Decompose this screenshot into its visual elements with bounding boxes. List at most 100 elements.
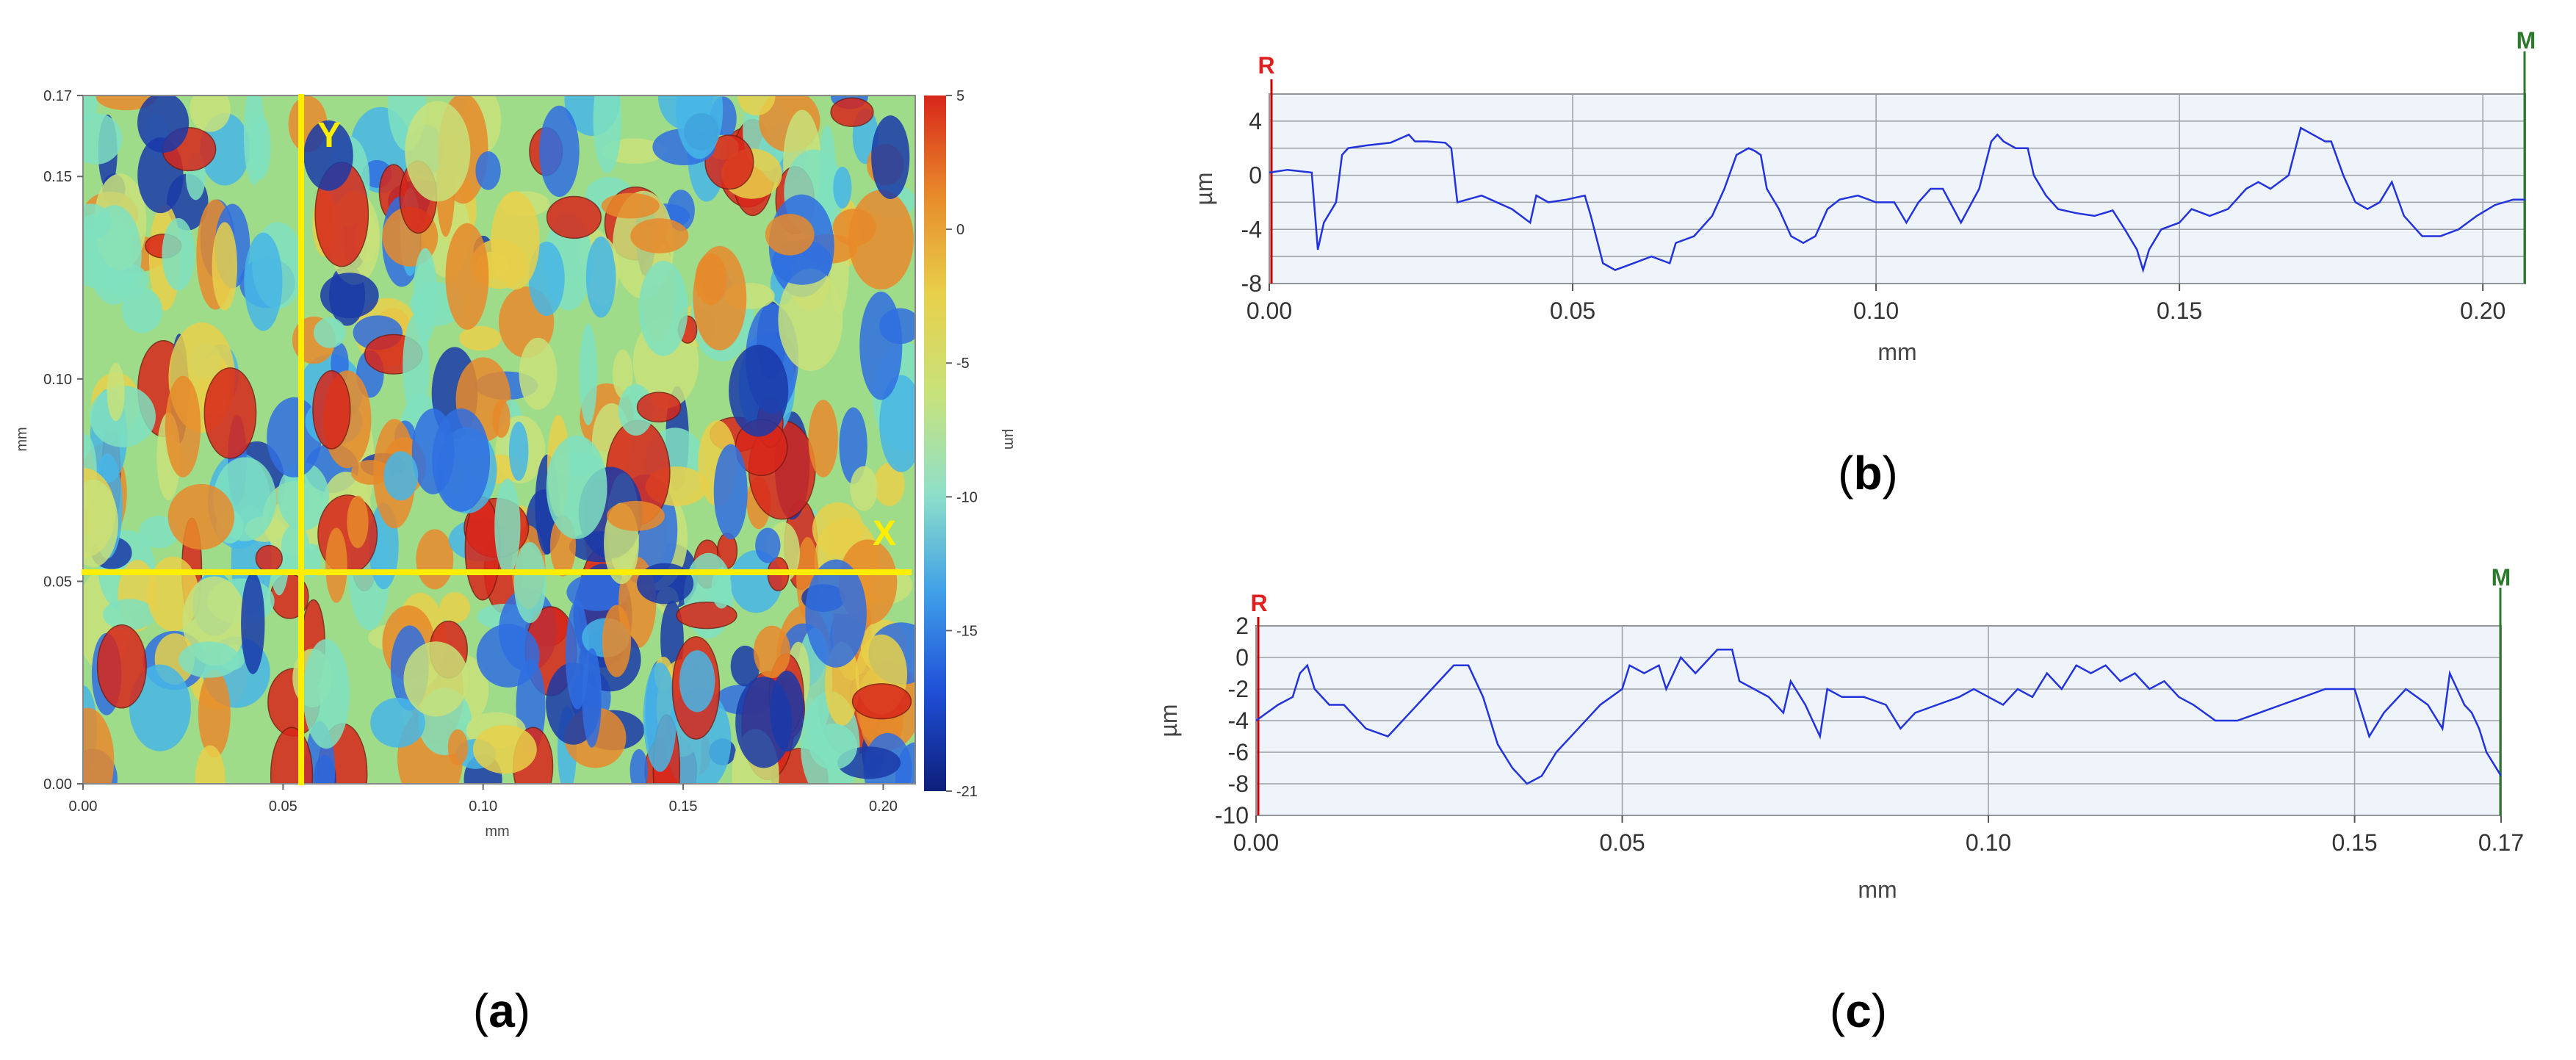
texture-patch bbox=[494, 478, 521, 574]
texture-patch bbox=[347, 495, 369, 549]
x-tick-label: 0.15 bbox=[2157, 298, 2202, 324]
texture-patch bbox=[281, 524, 310, 572]
texture-patch bbox=[255, 544, 283, 572]
texture-patch bbox=[303, 638, 350, 749]
texture-patch bbox=[850, 466, 878, 511]
texture-patch bbox=[812, 502, 864, 556]
crosshair-label-x: X bbox=[873, 514, 896, 553]
texture-patch bbox=[629, 749, 649, 784]
texture-patch bbox=[539, 105, 580, 198]
colorbar-ticks: 5 0 -5 -10 -15 -21 bbox=[946, 88, 978, 800]
texture-patch bbox=[830, 97, 874, 127]
texture-patch bbox=[413, 248, 438, 343]
texture-patch bbox=[492, 399, 510, 438]
x-tick-label: 0.10 bbox=[1853, 298, 1899, 324]
texture-patch bbox=[676, 601, 737, 630]
texture-patch bbox=[416, 529, 454, 590]
texture-patch bbox=[871, 115, 910, 199]
x-tick-label: 0.10 bbox=[469, 798, 497, 815]
texture-patch bbox=[711, 568, 732, 609]
y-tick-label: -8 bbox=[1241, 270, 1262, 297]
texture-patch bbox=[585, 236, 616, 318]
texture-patch bbox=[593, 95, 621, 174]
texture-patch bbox=[203, 367, 257, 459]
texture-patch bbox=[546, 195, 602, 239]
y-tick-label: 2 bbox=[1235, 613, 1249, 639]
profile-line-b bbox=[1269, 126, 2525, 273]
texture-patch bbox=[713, 444, 748, 540]
texture-patch bbox=[602, 605, 632, 677]
texture-patch bbox=[83, 707, 115, 784]
texture-patch bbox=[636, 392, 682, 423]
texture-patch bbox=[601, 192, 660, 219]
x-tick-label: 0.20 bbox=[2460, 298, 2505, 324]
y-axis-label: mm bbox=[14, 427, 30, 451]
texture-patch bbox=[839, 407, 867, 484]
texture-patch bbox=[96, 624, 147, 709]
x-axis-label: mm bbox=[485, 823, 509, 840]
texture-patch bbox=[638, 261, 688, 356]
marker-r-c: R bbox=[1250, 590, 1267, 616]
y-tick-label: 0.00 bbox=[43, 776, 72, 793]
texture-patch bbox=[879, 375, 915, 472]
panel-caption-b: (b) bbox=[1838, 447, 1898, 500]
x-tick-label: 0.20 bbox=[869, 798, 898, 815]
x-tick-label: 0.05 bbox=[1599, 829, 1645, 856]
texture-patch bbox=[765, 214, 815, 256]
texture-patch bbox=[643, 662, 677, 772]
y-tick-label: 0.10 bbox=[43, 372, 72, 388]
texture-patch bbox=[445, 223, 489, 330]
texture-patch bbox=[303, 120, 353, 191]
texture-patch bbox=[476, 624, 540, 688]
texture-patch bbox=[737, 95, 776, 116]
texture-patch bbox=[165, 375, 201, 477]
texture-patch bbox=[403, 641, 469, 717]
texture-patch bbox=[528, 241, 565, 317]
texture-patch bbox=[107, 362, 125, 422]
y-tick-label: -4 bbox=[1228, 707, 1249, 734]
x-tick-label: 0.00 bbox=[69, 798, 98, 815]
grid-c bbox=[1255, 625, 2502, 816]
texture-patch bbox=[491, 191, 540, 290]
texture-patch bbox=[809, 724, 858, 770]
y-axis-label-c: µm bbox=[1155, 704, 1182, 737]
x-tick-label: 0.15 bbox=[2331, 829, 2377, 856]
y-tick-label: -10 bbox=[1215, 802, 1249, 829]
texture-patch bbox=[212, 222, 237, 311]
y-tick-label: -6 bbox=[1228, 739, 1249, 765]
y-axis-label-b: µm bbox=[1191, 172, 1217, 205]
texture-patch bbox=[241, 572, 265, 674]
panel-b: 4 0 -4 -8 0.00 0.05 0.10 0.15 0.20 R M mm µm (b… bbox=[1191, 27, 2536, 500]
texture-patch bbox=[325, 527, 347, 603]
texture-patch bbox=[475, 151, 501, 190]
texture-patch bbox=[851, 683, 912, 720]
colorbar-tick-label: -15 bbox=[956, 623, 978, 639]
texture-patch bbox=[778, 268, 843, 371]
crosshair-label-y: Y bbox=[317, 116, 341, 155]
texture-patch bbox=[508, 422, 529, 481]
texture-patch bbox=[859, 291, 903, 400]
texture-patch bbox=[579, 323, 598, 425]
texture-patch bbox=[753, 625, 790, 679]
y-tick-label: 0 bbox=[1235, 644, 1249, 671]
texture-patch bbox=[805, 559, 867, 668]
texture-patch bbox=[755, 527, 781, 563]
profile-line-c bbox=[1256, 649, 2501, 785]
texture-patch bbox=[312, 369, 351, 450]
texture-patch bbox=[83, 203, 112, 240]
x-tick-label: 0.17 bbox=[2478, 829, 2524, 856]
texture-patch bbox=[832, 208, 876, 246]
texture-patch bbox=[873, 463, 905, 507]
texture-patch bbox=[546, 435, 607, 539]
colorbar-tick-label: -21 bbox=[956, 784, 978, 800]
y-tick-label: 0.15 bbox=[43, 169, 72, 185]
x-axis-label-b: mm bbox=[1877, 339, 1916, 365]
texture-patch bbox=[833, 166, 852, 209]
texture-patch bbox=[473, 724, 537, 774]
y-axis-ticks-b: 4 0 -4 -8 bbox=[1241, 108, 1262, 297]
texture-patch bbox=[613, 349, 633, 399]
colorbar-tick-label: 5 bbox=[956, 88, 964, 104]
texture-patch bbox=[320, 273, 379, 319]
texture-patch bbox=[636, 563, 694, 605]
